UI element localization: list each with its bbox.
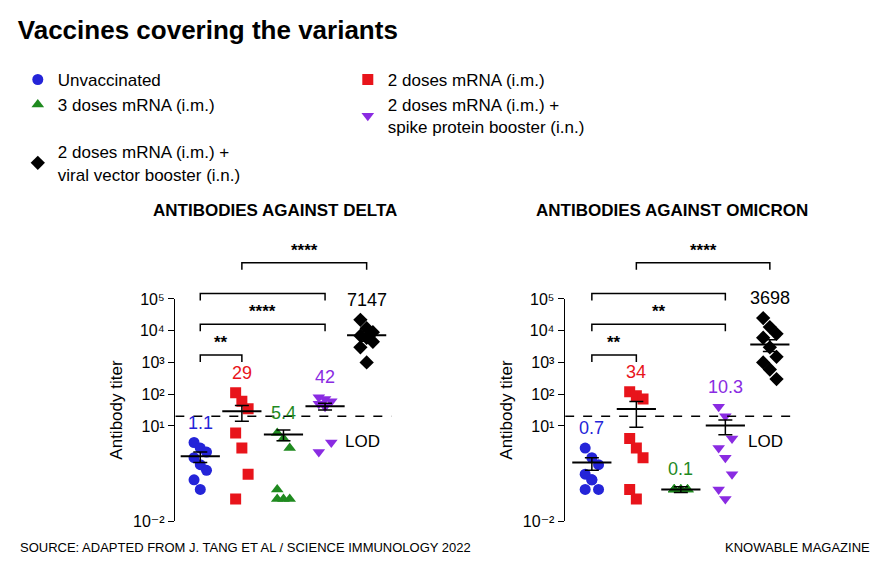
svg-text:ANTIBODIES AGAINST DELTA: ANTIBODIES AGAINST DELTA: [153, 201, 397, 220]
svg-text:Unvaccinated: Unvaccinated: [58, 71, 161, 90]
svg-text:7147: 7147: [347, 290, 387, 310]
svg-text:2 doses mRNA (i.m.) +viral vec: 2 doses mRNA (i.m.) +viral vector booste…: [58, 143, 240, 184]
svg-text:5.4: 5.4: [271, 403, 296, 423]
svg-text:10⁵: 10⁵: [140, 291, 164, 308]
svg-text:42: 42: [315, 367, 335, 387]
svg-text:2 doses mRNA (i.m.) +spike pro: 2 doses mRNA (i.m.) +spike protein boost…: [388, 96, 585, 137]
svg-text:SOURCE: ADAPTED FROM J. TANG E: SOURCE: ADAPTED FROM J. TANG ET AL / SCI…: [20, 540, 471, 555]
svg-text:ANTIBODIES AGAINST OMICRON: ANTIBODIES AGAINST OMICRON: [536, 201, 808, 220]
svg-text:Antibody titer: Antibody titer: [497, 360, 516, 460]
svg-text:10⁻²: 10⁻²: [133, 513, 165, 530]
svg-text:2 doses mRNA (i.m.): 2 doses mRNA (i.m.): [388, 71, 545, 90]
svg-text:Antibody titer: Antibody titer: [107, 360, 126, 460]
svg-text:0.1: 0.1: [668, 459, 693, 479]
svg-text:**: **: [652, 302, 666, 321]
svg-text:LOD: LOD: [748, 432, 783, 451]
svg-text:****: ****: [291, 241, 318, 260]
svg-text:10⁴: 10⁴: [530, 322, 555, 339]
svg-text:**: **: [607, 333, 621, 352]
svg-text:Vaccines covering the variants: Vaccines covering the variants: [18, 15, 398, 45]
svg-text:10⁴: 10⁴: [140, 322, 165, 339]
svg-text:10²: 10²: [531, 386, 555, 403]
svg-text:****: ****: [690, 241, 717, 260]
svg-text:3698: 3698: [750, 288, 790, 308]
svg-text:34: 34: [626, 362, 646, 382]
svg-text:KNOWABLE MAGAZINE: KNOWABLE MAGAZINE: [725, 540, 870, 555]
svg-text:10¹: 10¹: [531, 418, 554, 435]
svg-text:10³: 10³: [531, 354, 555, 371]
svg-text:10²: 10²: [142, 386, 166, 403]
svg-text:29: 29: [232, 363, 252, 383]
svg-text:****: ****: [249, 302, 276, 321]
svg-text:1.1: 1.1: [188, 413, 213, 433]
svg-text:3 doses mRNA (i.m.): 3 doses mRNA (i.m.): [58, 96, 215, 115]
svg-text:10⁻²: 10⁻²: [523, 513, 555, 530]
svg-text:10.3: 10.3: [708, 377, 743, 397]
svg-text:0.7: 0.7: [579, 418, 604, 438]
svg-text:10¹: 10¹: [142, 418, 165, 435]
svg-text:10⁵: 10⁵: [530, 291, 554, 308]
svg-text:**: **: [214, 333, 228, 352]
svg-text:10³: 10³: [142, 354, 166, 371]
svg-text:LOD: LOD: [345, 432, 380, 451]
